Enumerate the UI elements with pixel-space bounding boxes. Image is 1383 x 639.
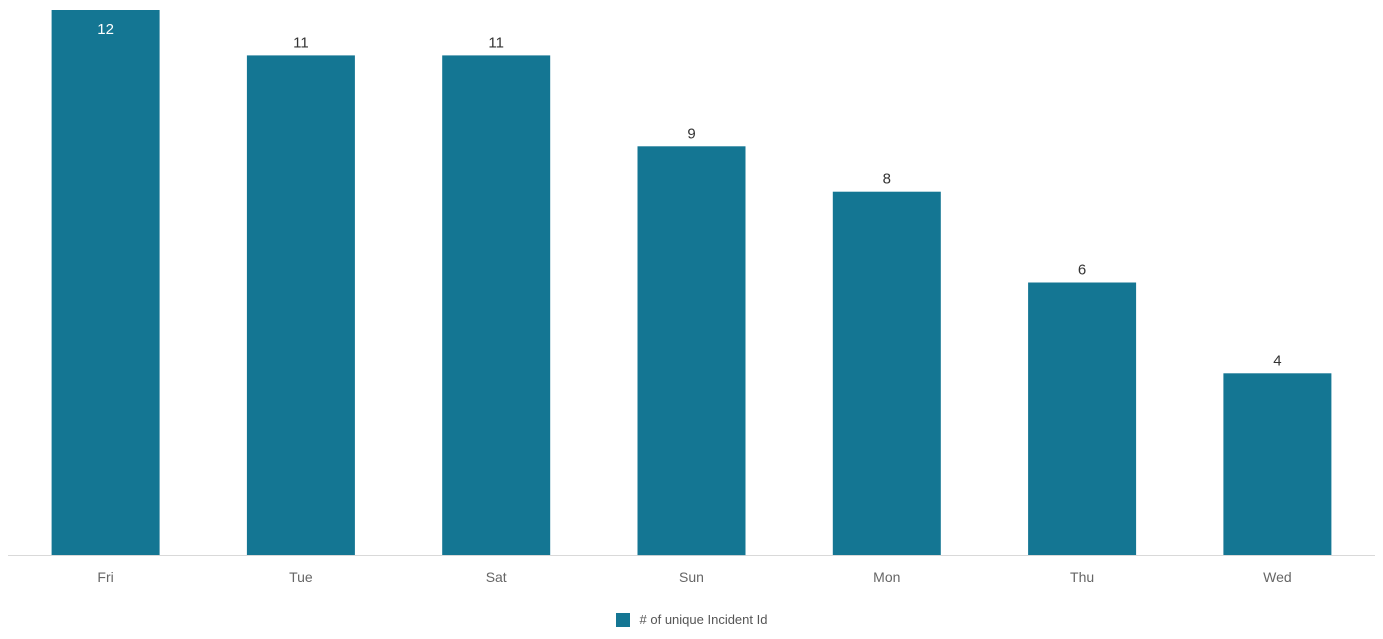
x-tick-label-thu: Thu xyxy=(1070,569,1094,585)
x-tick-label-fri: Fri xyxy=(97,569,113,585)
x-tick-label-wed: Wed xyxy=(1263,569,1292,585)
bar-fri[interactable] xyxy=(51,10,160,555)
bar-wed[interactable] xyxy=(1223,373,1332,555)
bars-layer xyxy=(51,10,1332,556)
x-tick-label-sun: Sun xyxy=(679,569,704,585)
data-label-fri: 12 xyxy=(97,21,114,38)
data-label-sun: 9 xyxy=(687,125,695,142)
data-label-thu: 6 xyxy=(1078,262,1086,279)
data-label-sat: 11 xyxy=(488,34,504,51)
legend: # of unique Incident Id xyxy=(0,612,1383,627)
legend-swatch xyxy=(615,612,630,627)
data-label-wed: 4 xyxy=(1273,352,1281,369)
legend-label: # of unique Incident Id xyxy=(639,612,768,627)
data-label-mon: 8 xyxy=(883,171,891,188)
data-label-tue: 11 xyxy=(293,34,309,51)
bar-tue[interactable] xyxy=(246,55,355,556)
bar-sat[interactable] xyxy=(442,55,551,556)
bar-chart: 12 11 11 9 8 6 4 Fri Tue Sat Sun Mon Thu Wed xyxy=(8,10,1375,585)
x-tick-labels-layer: Fri Tue Sat Sun Mon Thu Wed xyxy=(97,569,1291,585)
bar-thu[interactable] xyxy=(1028,282,1137,556)
x-tick-label-mon: Mon xyxy=(873,569,900,585)
data-labels-layer: 12 11 11 9 8 6 4 xyxy=(97,21,1281,369)
x-tick-label-sat: Sat xyxy=(486,569,507,585)
bar-mon[interactable] xyxy=(832,191,941,555)
x-tick-label-tue: Tue xyxy=(289,569,313,585)
bar-sun[interactable] xyxy=(637,146,746,556)
